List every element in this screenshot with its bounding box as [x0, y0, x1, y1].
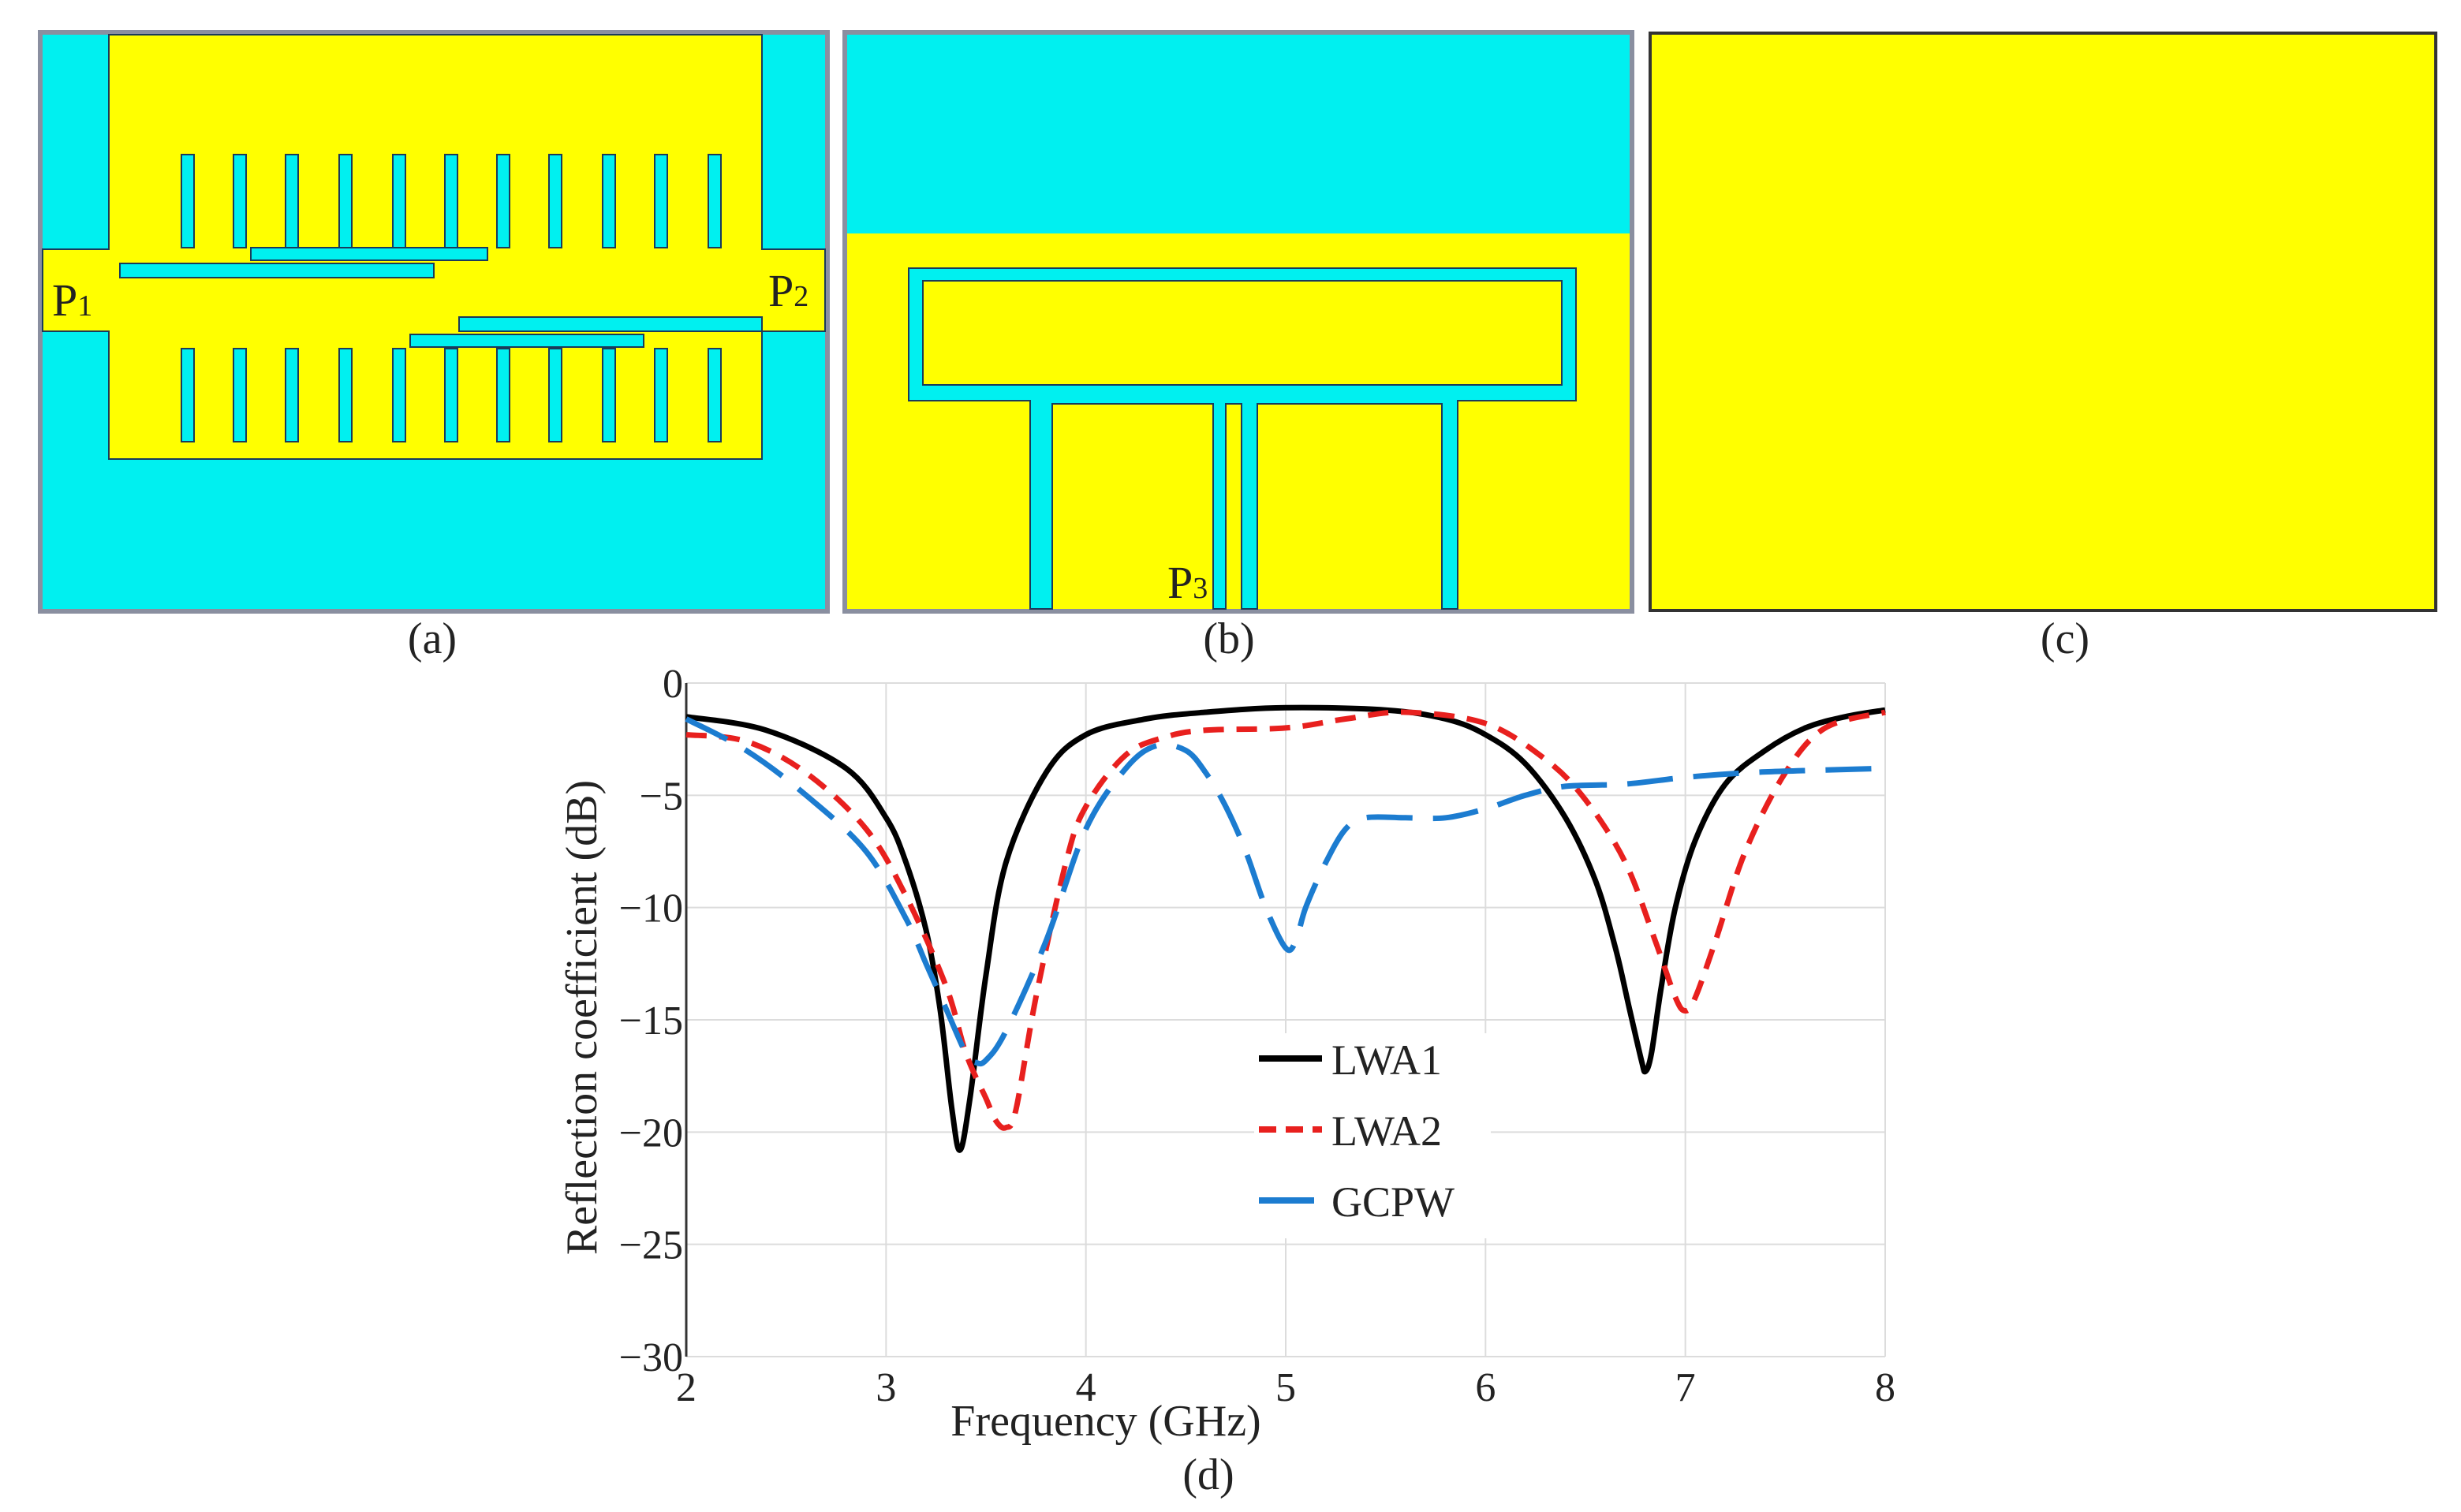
- caption-b: (b): [1203, 614, 1254, 663]
- panel-a-strip-slot: [250, 247, 488, 261]
- chart-series: [685, 704, 1886, 1153]
- panel-a-strip-slot: [458, 316, 763, 332]
- panel-b-bottom-layer: P3: [842, 30, 1634, 614]
- panel-a-vertical-slot: [708, 154, 722, 248]
- series-line-lwa2: [685, 709, 1886, 1131]
- panel-a-slots: [181, 154, 722, 442]
- x-tick-label: 7: [1675, 1365, 1696, 1410]
- panel-a-vertical-slot: [338, 348, 353, 442]
- panel-a-vertical-slot: [233, 348, 247, 442]
- panel-b-t-shaped-slot: [908, 267, 1577, 610]
- panel-a-vertical-slot: [548, 348, 562, 442]
- port-p2-label: P2: [768, 265, 809, 316]
- y-tick-label: −30: [619, 1335, 683, 1380]
- panel-a-vertical-slot: [181, 348, 195, 442]
- panel-a-vertical-slot: [602, 154, 616, 248]
- legend-label-lwa1: LWA1: [1331, 1036, 1442, 1084]
- panel-c-copper: [1652, 35, 2434, 609]
- x-tick-label: 8: [1875, 1365, 1895, 1410]
- panel-a-vertical-slot: [496, 348, 510, 442]
- legend-label-lwa2: LWA2: [1331, 1107, 1442, 1155]
- y-tick-label: 0: [663, 662, 683, 707]
- x-tick-label: 2: [676, 1365, 696, 1410]
- panel-a-strip-slot: [119, 263, 435, 278]
- x-tick-labels: 2 3 4 5 6 7 8: [676, 1365, 1895, 1410]
- x-tick-label: 6: [1475, 1365, 1496, 1410]
- panel-a-vertical-slot: [392, 154, 406, 248]
- legend-label-gcpw: GCPW: [1331, 1178, 1455, 1226]
- legend: LWA1 LWA2 GCPW: [1259, 1036, 1455, 1226]
- panel-a-vertical-slot: [285, 348, 299, 442]
- y-tick-labels: 0 −5 −10 −15 −20 −25 −30: [619, 662, 683, 1380]
- panel-b-copper-ground: [847, 233, 1630, 609]
- y-tick-label: −5: [640, 774, 683, 819]
- port-p1-label: P1: [52, 274, 92, 326]
- panel-a-vertical-slot: [548, 154, 562, 248]
- panel-a-vertical-slot: [233, 154, 247, 248]
- caption-a: (a): [408, 614, 457, 663]
- y-axis-label: Reflection coefficient (dB): [558, 780, 607, 1255]
- panel-c-ground-plane: [1649, 32, 2437, 612]
- caption-c: (c): [2041, 614, 2089, 663]
- series-line-gcpw: [685, 716, 1886, 1067]
- panel-a-vertical-slot: [392, 348, 406, 442]
- y-tick-label: −15: [619, 999, 683, 1043]
- legend-box: [1254, 1033, 1491, 1238]
- panel-a-vertical-slot: [285, 154, 299, 248]
- port-p3-label: P3: [1167, 557, 1208, 608]
- panel-a-vertical-slot: [654, 348, 668, 442]
- chart-grid: [685, 682, 1886, 1357]
- y-tick-label: −25: [619, 1223, 683, 1268]
- panel-a-vertical-slot: [654, 154, 668, 248]
- panel-a-vertical-slot: [496, 154, 510, 248]
- y-tick-label: −10: [619, 887, 683, 931]
- panel-a-vertical-slot: [181, 154, 195, 248]
- panel-a-vertical-slot: [444, 154, 458, 248]
- x-axis-label: Frequency (GHz): [950, 1397, 1260, 1446]
- x-tick-label: 5: [1275, 1365, 1296, 1410]
- panel-a-top-layer: P1 P2: [38, 30, 830, 614]
- caption-d: (d): [1182, 1450, 1234, 1499]
- x-tick-label: 4: [1076, 1365, 1096, 1410]
- panel-a-vertical-slot: [338, 154, 353, 248]
- panel-a-vertical-slot: [708, 348, 722, 442]
- y-tick-label: −20: [619, 1111, 683, 1155]
- x-tick-label: 3: [876, 1365, 896, 1410]
- panel-a-vertical-slot: [602, 348, 616, 442]
- panel-a-strip-slot: [409, 334, 644, 348]
- panel-a-vertical-slot: [444, 348, 458, 442]
